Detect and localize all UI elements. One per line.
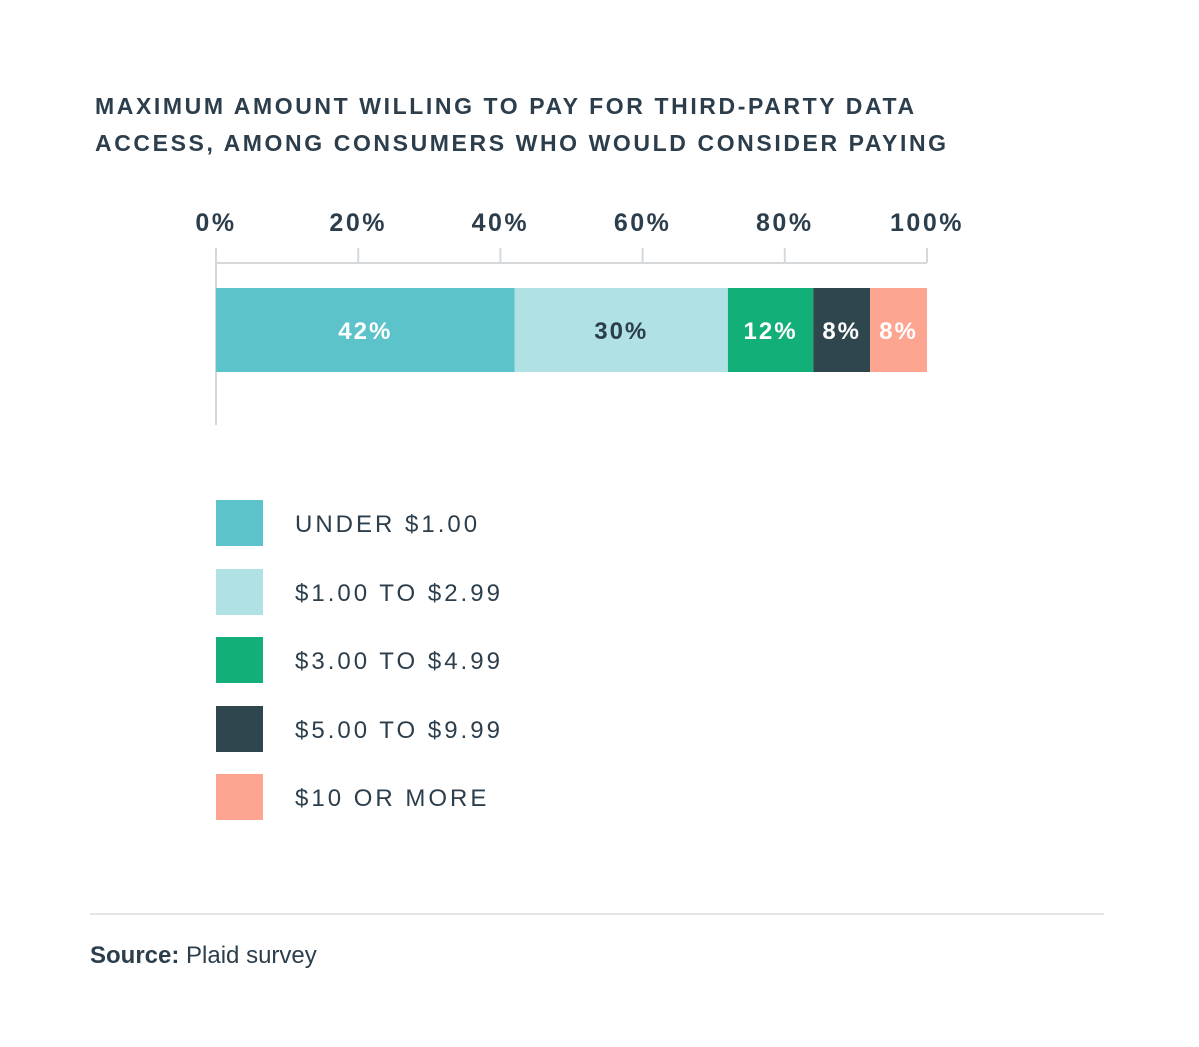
bar-value-label: 30% bbox=[594, 318, 648, 345]
source-label: Source: bbox=[90, 942, 180, 969]
x-axis: 0% 20% 40% 60% 80% 100% bbox=[195, 209, 964, 425]
legend-label: $5.00 TO $9.99 bbox=[295, 716, 503, 744]
source-text: Plaid survey bbox=[186, 942, 317, 969]
bar-value-label: 8% bbox=[879, 318, 918, 345]
x-tick-label: 80% bbox=[756, 209, 814, 237]
bar-segment bbox=[870, 288, 927, 372]
legend-label: UNDER $1.00 bbox=[295, 511, 481, 538]
x-tick-label: 0% bbox=[195, 209, 236, 237]
legend-label: $3.00 TO $4.99 bbox=[295, 648, 503, 675]
bar-value-label: 12% bbox=[744, 318, 798, 345]
bar-segment bbox=[727, 288, 814, 372]
legend-label: $1.00 TO $2.99 bbox=[295, 579, 503, 607]
legend-swatch bbox=[216, 568, 263, 615]
bar-segment bbox=[514, 288, 728, 372]
chart-title-line-1: MAXIMUM AMOUNT WILLING TO PAY FOR THIRD-… bbox=[95, 93, 917, 119]
legend-swatch bbox=[216, 637, 263, 683]
legend-swatch bbox=[216, 500, 263, 546]
x-tick-label: 60% bbox=[614, 209, 672, 237]
x-tick-label: 100% bbox=[890, 209, 964, 237]
legend-label: $10 OR MORE bbox=[295, 785, 490, 812]
stacked-bar-chart: 0% 20% 40% 60% 80% 100% 42% 30% 12% 8% 8% bbox=[195, 209, 964, 425]
bar-segment bbox=[216, 288, 515, 372]
source-note: Source: Plaid survey bbox=[90, 942, 317, 970]
x-tick-label: 20% bbox=[329, 209, 387, 237]
legend-swatch bbox=[216, 774, 263, 820]
footer-divider bbox=[90, 913, 1104, 915]
chart-title-line-2: ACCESS, AMONG CONSUMERS WHO WOULD CONSID… bbox=[95, 130, 949, 156]
bar-value-label: 8% bbox=[822, 318, 861, 345]
legend-swatch bbox=[216, 705, 263, 752]
x-tick-label: 40% bbox=[472, 209, 530, 237]
bar-segment bbox=[813, 288, 871, 372]
stacked-bar: 42% 30% 12% 8% 8% bbox=[216, 288, 927, 372]
bar-value-label: 42% bbox=[338, 318, 392, 345]
chart-title: MAXIMUM AMOUNT WILLING TO PAY FOR THIRD-… bbox=[95, 88, 1155, 162]
